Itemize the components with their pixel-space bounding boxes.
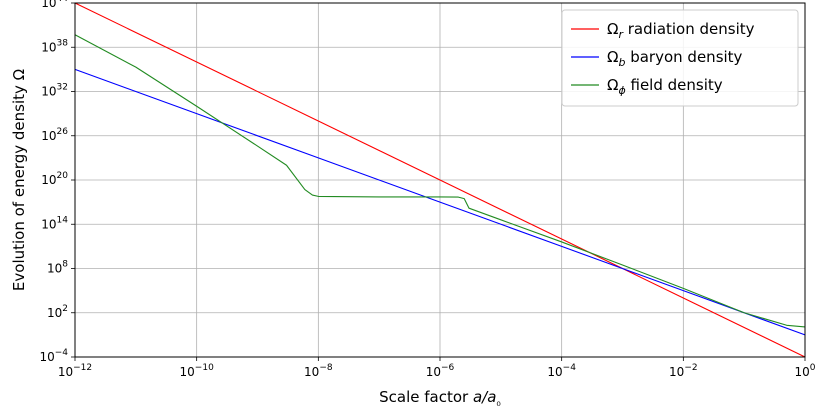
x-tick-label: 10−2	[669, 363, 698, 379]
y-tick-label: 108	[47, 260, 68, 276]
legend-label: Ωϕ field density	[607, 76, 723, 97]
x-tick-label: 10−6	[426, 363, 455, 379]
y-tick-label: 1014	[41, 215, 68, 231]
legend: Ωr radiation density Ωb baryon density Ωϕ …	[561, 9, 799, 107]
series-line	[74, 68, 806, 336]
legend-box	[561, 9, 799, 107]
y-tick-label: 1026	[41, 127, 68, 143]
series-lines	[74, 2, 806, 358]
y-tick-label: 1038	[41, 38, 68, 54]
series-line	[74, 2, 806, 358]
x-tick-label: 10−8	[304, 363, 333, 379]
x-tick-label: 10−10	[180, 363, 215, 379]
legend-label: Ωb baryon density	[607, 48, 743, 69]
x-axis-label: Scale factor a/a₀	[379, 388, 501, 409]
axis-ticks: 10−12 10−10 10−8 10−6 10−4 10−2 100 10−4 102 108 1…	[39, 0, 815, 379]
y-tick-label: 1044	[41, 0, 68, 10]
x-tick-label: 10−12	[58, 363, 92, 379]
x-tick-label: 100	[794, 363, 815, 379]
y-tick-label: 102	[47, 304, 68, 320]
series-line	[74, 34, 806, 328]
y-tick-label: 10−4	[39, 348, 68, 364]
y-tick-label: 1032	[41, 83, 68, 99]
legend-label: Ωr radiation density	[607, 20, 755, 41]
y-tick-label: 1020	[41, 171, 68, 187]
x-tick-label: 10−4	[547, 363, 576, 379]
y-axis-label: Evolution of energy density Ω	[10, 69, 28, 291]
